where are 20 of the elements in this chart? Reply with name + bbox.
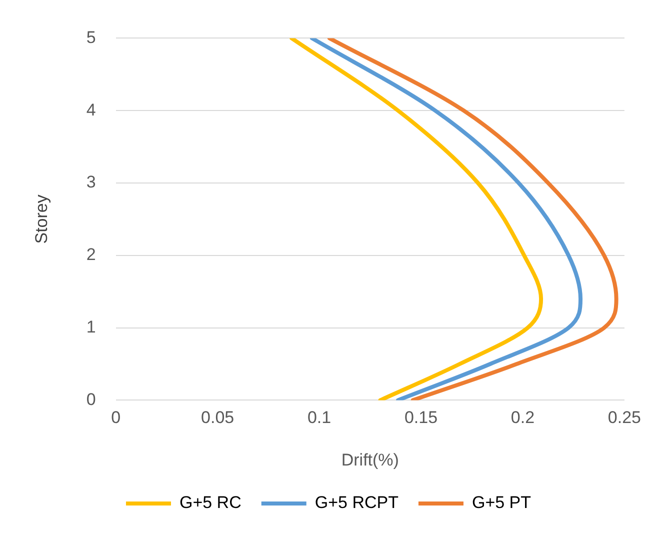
- x-tick-label: 0.15: [404, 408, 438, 428]
- y-tick-label: 0: [86, 390, 96, 409]
- y-tick-label: 4: [86, 100, 96, 120]
- legend-label: G+5 RC: [179, 493, 242, 512]
- line-series: [310, 38, 583, 400]
- legend-label: G+5 RCPT: [314, 493, 398, 512]
- x-tick-label: 0.2: [510, 408, 535, 428]
- x-tick-label: 0: [111, 408, 121, 428]
- x-tick-label: 0.1: [307, 408, 332, 428]
- line-series: [290, 38, 544, 400]
- y-tick-label: 3: [86, 172, 96, 192]
- y-tick-label: 2: [86, 245, 96, 264]
- line-series: [327, 38, 618, 400]
- x-tick-label: 0.25: [608, 408, 642, 428]
- x-axis-title: Drift(%): [341, 450, 399, 470]
- y-axis-title: Storey: [32, 194, 51, 244]
- legend-label: G+5 PT: [472, 493, 532, 512]
- y-tick-label: 1: [86, 317, 96, 336]
- y-tick-label: 5: [86, 28, 96, 47]
- x-tick-label: 0.05: [201, 408, 234, 428]
